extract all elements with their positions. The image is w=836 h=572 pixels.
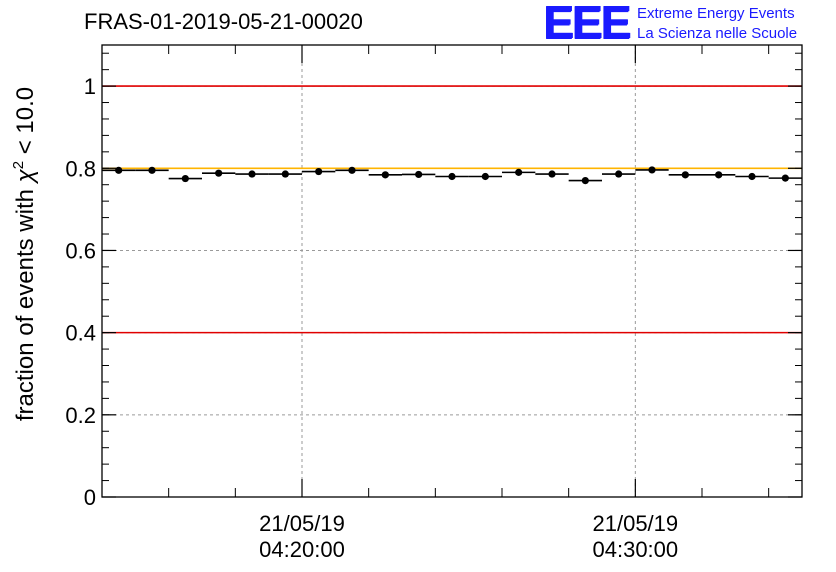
data-point <box>715 171 723 179</box>
y-axis-label-superscript: 2 <box>10 161 27 169</box>
x-tick-time-label: 04:30:00 <box>593 537 679 562</box>
data-point <box>415 170 423 179</box>
data-point <box>148 166 156 174</box>
data-point <box>748 172 756 181</box>
x-tick-time-label: 04:20:00 <box>259 537 345 562</box>
y-tick-label: 1 <box>84 74 96 99</box>
data-point <box>681 171 689 179</box>
data-point <box>481 172 489 181</box>
data-point <box>181 174 189 183</box>
y-axis-label: fraction of events with χ2 < 10.0 <box>10 87 39 421</box>
data-point <box>615 170 623 178</box>
x-tick-date-label: 21/05/19 <box>259 511 345 536</box>
y-tick-label: 0.8 <box>65 156 96 181</box>
data-point <box>581 177 589 185</box>
y-axis-label-symbol: χ <box>12 168 39 184</box>
axis-ticks: 00.20.40.60.8121/05/1904:20:0021/05/1904… <box>65 45 802 562</box>
data-point <box>348 166 356 174</box>
data-point <box>548 170 556 178</box>
data-point <box>281 170 289 178</box>
chart-title: FRAS-01-2019-05-21-00020 <box>84 9 363 34</box>
data-point <box>448 172 456 181</box>
data-point <box>315 167 323 176</box>
y-axis-label-suffix: < 10.0 <box>12 87 39 161</box>
data-point <box>248 170 256 178</box>
y-tick-label: 0.4 <box>65 321 96 346</box>
data-point <box>215 169 223 177</box>
eee-logo-mark: EEE <box>543 0 631 48</box>
data-point <box>115 166 123 174</box>
data-points <box>102 166 802 185</box>
y-tick-label: 0 <box>84 485 96 510</box>
eee-logo: EEE Extreme Energy Events La Scienza nel… <box>543 0 833 48</box>
y-axis-label-prefix: fraction of events with <box>12 182 39 421</box>
data-point <box>781 174 789 182</box>
grid-layer <box>102 45 802 497</box>
data-point <box>515 168 523 176</box>
eee-logo-line1: Extreme Energy Events <box>637 5 795 22</box>
y-tick-label: 0.2 <box>65 403 96 428</box>
y-tick-label: 0.6 <box>65 238 96 263</box>
reference-lines <box>102 85 802 334</box>
data-point <box>381 171 389 179</box>
data-point <box>648 166 656 174</box>
x-tick-date-label: 21/05/19 <box>593 511 679 536</box>
plot-frame <box>101 44 803 498</box>
eee-logo-line2: La Scienza nelle Scuole <box>637 25 798 42</box>
